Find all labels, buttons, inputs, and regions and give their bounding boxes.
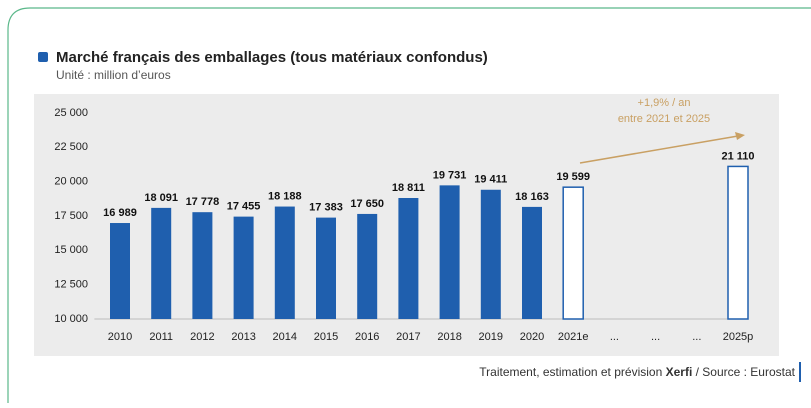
- value-label: 17 383: [309, 202, 343, 214]
- x-tick-label: 2025p: [723, 331, 754, 343]
- x-tick-label: 2012: [190, 331, 214, 343]
- source-text: / Source : Eurostat: [692, 365, 795, 379]
- chart-title: Marché français des emballages (tous mat…: [56, 49, 488, 66]
- y-tick-label: 22 500: [54, 141, 88, 153]
- x-tick-label: ...: [610, 331, 619, 343]
- bar: [316, 217, 336, 319]
- value-label: 19 411: [474, 174, 507, 186]
- x-tick-label: 2021e: [558, 331, 589, 343]
- bar: [727, 165, 749, 320]
- x-tick-label: 2010: [108, 331, 132, 343]
- bar: [192, 212, 213, 319]
- value-label: 17 778: [186, 196, 220, 208]
- y-tick-label: 20 000: [54, 176, 88, 188]
- arrow-head: [735, 132, 745, 140]
- bar: [110, 223, 130, 319]
- x-tick-label: ...: [692, 331, 701, 343]
- value-label: 17 455: [227, 201, 261, 213]
- x-tick-label: 2011: [149, 331, 173, 343]
- source-brand: Xerfi: [666, 365, 693, 379]
- bar: [480, 189, 501, 319]
- title-icon: [38, 52, 48, 62]
- value-label: 19 599: [556, 171, 590, 183]
- x-tick-label: ...: [651, 331, 660, 343]
- source-text: Traitement, estimation et prévision: [479, 365, 665, 379]
- y-tick-label: 12 500: [54, 279, 88, 291]
- y-tick-label: 25 000: [54, 107, 88, 119]
- x-tick-label: 2014: [273, 331, 297, 343]
- value-label: 18 091: [144, 192, 178, 204]
- value-label: 16 989: [103, 207, 137, 219]
- x-tick-label: 2013: [231, 331, 255, 343]
- frame: [7, 7, 811, 403]
- bar: [151, 207, 172, 319]
- value-label: 19 731: [433, 169, 467, 181]
- trend-arrow: [579, 135, 739, 164]
- value-label: 21 110: [721, 150, 754, 162]
- x-tick-label: 2020: [520, 331, 544, 343]
- bar: [274, 206, 295, 319]
- value-label: 18 163: [515, 191, 549, 203]
- x-tick-label: 2017: [396, 331, 420, 343]
- bar: [562, 186, 584, 320]
- value-label: 17 650: [350, 198, 384, 210]
- x-tick-label: 2016: [355, 331, 379, 343]
- bar: [398, 197, 419, 319]
- bar: [233, 216, 254, 319]
- bar: [357, 213, 378, 319]
- y-tick-label: 17 500: [54, 210, 88, 222]
- bar: [522, 206, 542, 319]
- value-label: 18 811: [392, 182, 425, 194]
- subtitle: Unité : million d’euros: [56, 68, 171, 82]
- y-tick-label: 15 000: [54, 244, 88, 256]
- annotation: +1,9% / an: [638, 97, 691, 109]
- value-label: 18 188: [268, 190, 302, 202]
- annotation: entre 2021 et 2025: [618, 113, 710, 125]
- y-tick-label: 10 000: [54, 313, 88, 325]
- bar: [439, 185, 460, 319]
- x-tick-label: 2019: [479, 331, 503, 343]
- x-tick-label: 2018: [437, 331, 461, 343]
- x-tick-label: 2015: [314, 331, 338, 343]
- source: Traitement, estimation et prévision Xerf…: [479, 365, 795, 379]
